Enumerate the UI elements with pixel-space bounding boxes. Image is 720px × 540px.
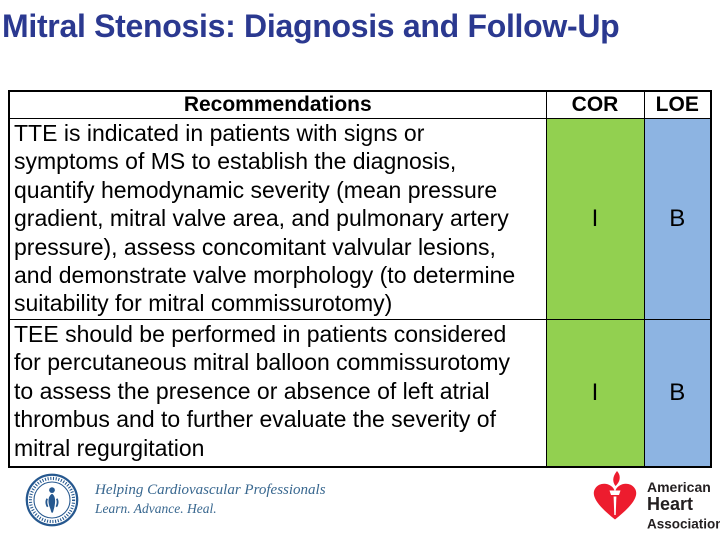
acc-tagline: Helping Cardiovascular Professionals Lea… bbox=[95, 481, 326, 518]
cor-value: I bbox=[545, 118, 645, 320]
recommendations-table: Recommendations COR LOE TTE is indicated… bbox=[8, 90, 712, 468]
aha-wordmark-line1: American bbox=[647, 479, 711, 495]
aha-wordmark-line2: Heart bbox=[647, 494, 694, 514]
table-header-row: Recommendations COR LOE bbox=[8, 90, 712, 119]
acc-tagline-line2: Learn. Advance. Heal. bbox=[95, 501, 217, 516]
table-row: TTE is indicated in patients with signs … bbox=[8, 118, 712, 320]
cor-value: I bbox=[545, 319, 645, 468]
recommendation-text: TEE should be performed in patients cons… bbox=[8, 319, 547, 468]
col-header-loe: LOE bbox=[643, 90, 712, 119]
acc-seal-icon bbox=[25, 473, 79, 527]
acc-tagline-line1: Helping Cardiovascular Professionals bbox=[95, 482, 326, 498]
aha-heart-torch-icon bbox=[593, 471, 637, 520]
loe-value: B bbox=[643, 319, 712, 468]
loe-value: B bbox=[643, 118, 712, 320]
col-header-cor: COR bbox=[545, 90, 645, 119]
aha-wordmark: American Heart Association® bbox=[647, 480, 720, 532]
footer: Helping Cardiovascular Professionals Lea… bbox=[0, 468, 720, 540]
slide-title: Mitral Stenosis: Diagnosis and Follow-Up bbox=[2, 8, 620, 44]
col-header-recommendations: Recommendations bbox=[8, 90, 547, 119]
aha-wordmark-line3: Association® bbox=[647, 516, 720, 532]
table-row: TEE should be performed in patients cons… bbox=[8, 319, 712, 468]
recommendation-text: TTE is indicated in patients with signs … bbox=[8, 118, 547, 320]
